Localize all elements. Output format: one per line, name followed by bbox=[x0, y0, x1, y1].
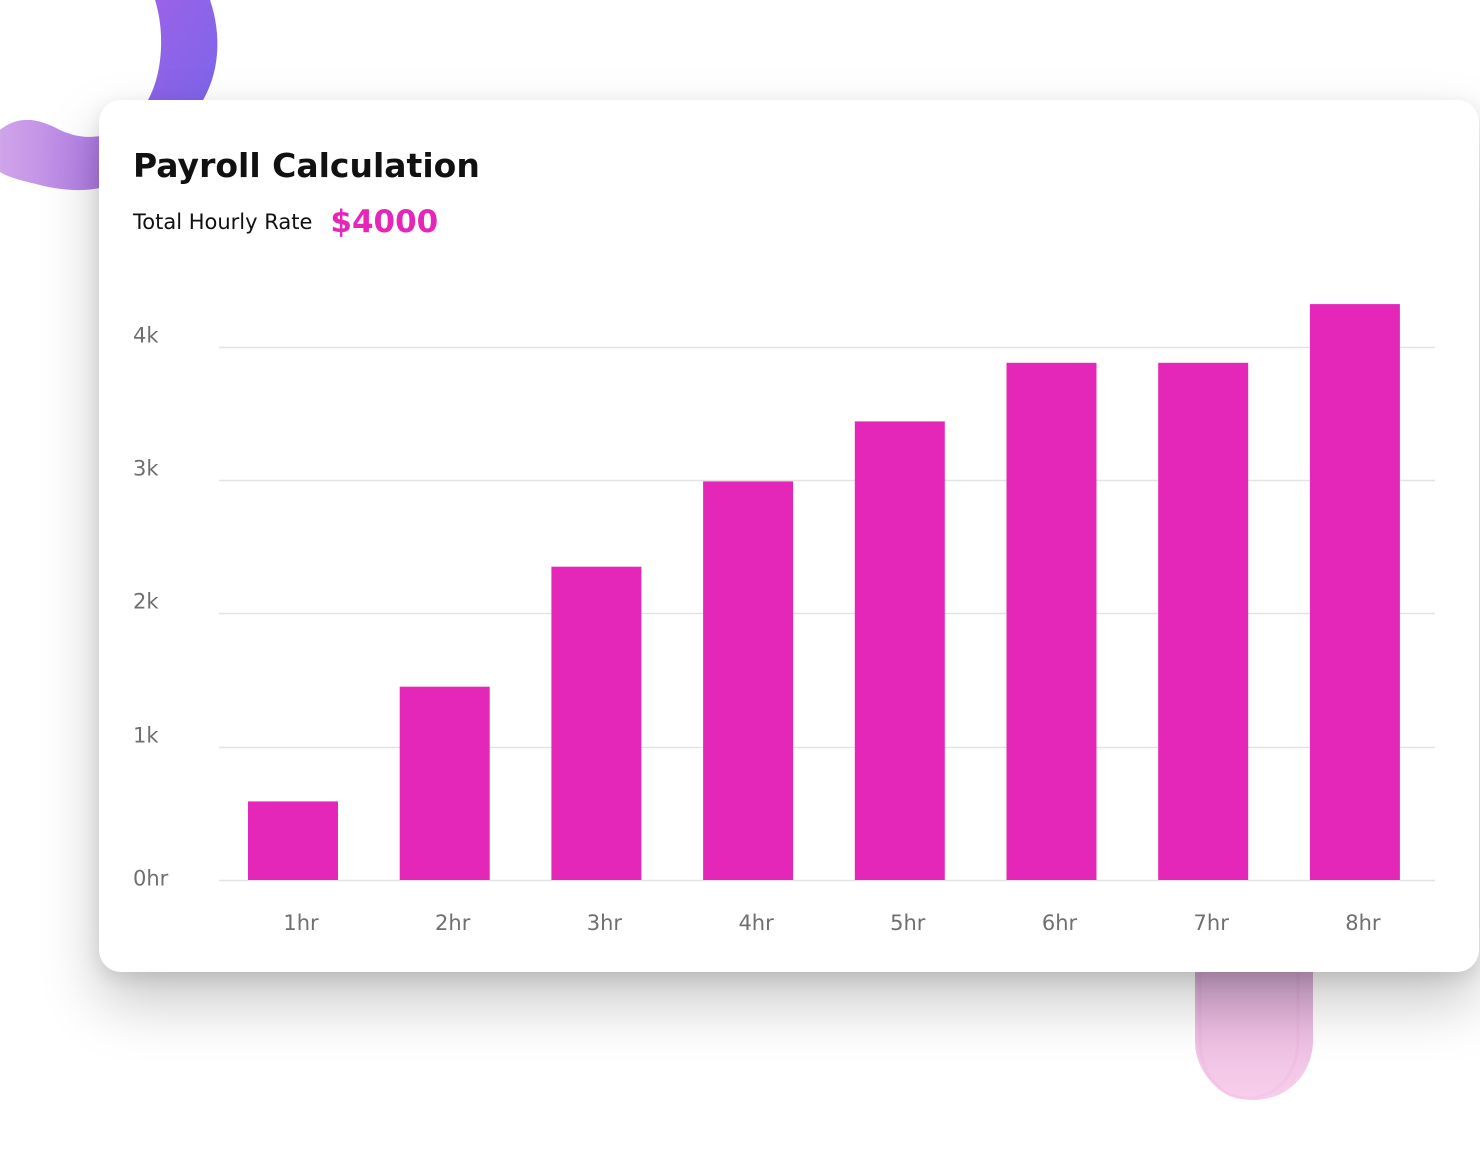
total-rate-label: Total Hourly Rate bbox=[133, 210, 313, 234]
bar-chart: 0hr 1k 2k 3k 4k 1hr 2hr 3hr 4hr 5hr 6hr 7hr 8hr bbox=[133, 304, 1435, 935]
bar-3hr bbox=[551, 566, 642, 880]
bar-4hr bbox=[703, 481, 794, 880]
x-axis-ticks: 1hr 2hr 3hr 4hr 5hr 6hr 7hr 8hr bbox=[283, 911, 1381, 935]
bar-7hr bbox=[1158, 362, 1249, 880]
x-tick-label: 7hr bbox=[1194, 911, 1230, 935]
x-tick-label: 5hr bbox=[890, 911, 926, 935]
bar-6hr bbox=[1006, 362, 1097, 880]
x-tick-label: 8hr bbox=[1345, 911, 1381, 935]
y-tick-label: 4k bbox=[133, 324, 159, 348]
pink-pill-shape bbox=[1195, 960, 1313, 1100]
x-tick-label: 4hr bbox=[738, 911, 774, 935]
purple-arc-shape bbox=[145, 0, 218, 105]
bars bbox=[248, 304, 1400, 881]
y-axis-ticks: 0hr 1k 2k 3k 4k bbox=[133, 324, 169, 891]
y-tick-label: 2k bbox=[133, 590, 159, 614]
total-rate-row: Total Hourly Rate $4000 bbox=[133, 200, 438, 244]
y-tick-label: 1k bbox=[133, 724, 159, 748]
x-tick-label: 3hr bbox=[587, 911, 623, 935]
lavender-arc-shape bbox=[0, 119, 100, 191]
x-tick-label: 2hr bbox=[435, 911, 471, 935]
bar-1hr bbox=[248, 801, 338, 880]
total-rate-value: $4000 bbox=[330, 204, 439, 240]
y-tick-label: 3k bbox=[133, 457, 159, 481]
card-title: Payroll Calculation bbox=[133, 146, 480, 185]
bar-8hr bbox=[1309, 304, 1400, 881]
payroll-card: Payroll Calculation Total Hourly Rate $4… bbox=[99, 100, 1479, 972]
bar-5hr bbox=[854, 421, 945, 880]
x-tick-label: 1hr bbox=[283, 911, 319, 935]
bar-2hr bbox=[399, 686, 490, 880]
y-tick-label: 0hr bbox=[133, 867, 169, 891]
x-tick-label: 6hr bbox=[1042, 911, 1078, 935]
